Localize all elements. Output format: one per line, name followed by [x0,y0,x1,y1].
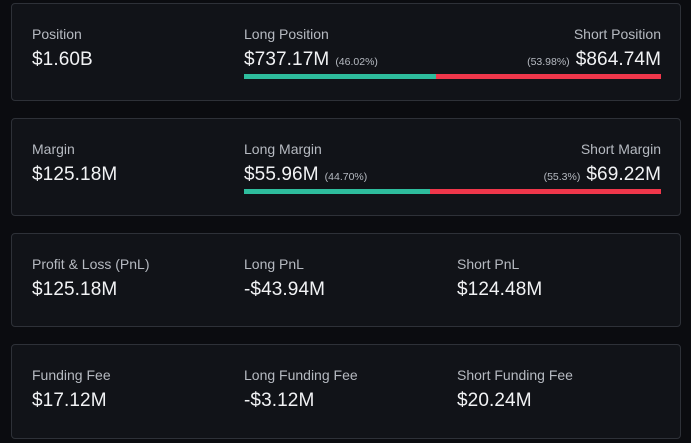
pnl-label: Profit & Loss (PnL) [32,256,150,272]
long-funding-value: -$3.12M [244,390,315,411]
position-card: Position $1.60B Long Position $737.17M (… [11,3,681,101]
short-margin-value: $69.22M [586,164,661,185]
long-margin-value: $55.96M [244,164,319,185]
short-position-value: $864.74M [575,49,661,70]
long-pnl-label: Long PnL [244,256,304,272]
long-position-value: $737.17M [244,49,330,70]
short-margin-row: (55.3%) $69.22M [544,164,661,186]
pnl-value: $125.18M [32,279,118,300]
long-position-row: $737.17M (46.02%) [244,49,378,71]
margin-long-fill [244,189,431,194]
pnl-card: Profit & Loss (PnL) $125.18M Long PnL -$… [11,233,681,327]
long-position-pct: (46.02%) [335,56,378,68]
long-margin-pct: (44.70%) [324,171,368,183]
margin-value: $125.18M [32,164,118,185]
funding-card: Funding Fee $17.12M Long Funding Fee -$3… [11,344,681,439]
position-long-fill [244,74,436,79]
long-funding-label: Long Funding Fee [244,367,358,383]
funding-label: Funding Fee [32,367,111,383]
short-position-pct: (53.98%) [527,56,570,68]
position-ratio-bar [244,74,661,79]
margin-label: Margin [32,141,75,157]
long-margin-row: $55.96M (44.70%) [244,164,367,186]
funding-value: $17.12M [32,390,107,411]
position-label: Position [32,26,82,42]
position-short-fill [435,74,661,79]
margin-short-fill [430,189,661,194]
position-value: $1.60B [32,49,93,70]
margin-card: Margin $125.18M Long Margin $55.96M (44.… [11,118,681,216]
short-funding-label: Short Funding Fee [457,367,573,383]
margin-ratio-bar [244,189,661,194]
long-position-label: Long Position [244,26,329,42]
long-pnl-value: -$43.94M [244,279,326,300]
short-position-label: Short Position [573,26,661,42]
short-pnl-label: Short PnL [457,256,520,272]
short-margin-pct: (55.3%) [543,171,581,183]
long-margin-label: Long Margin [244,141,322,157]
short-margin-label: Short Margin [580,141,661,157]
short-position-row: (53.98%) $864.74M [527,49,661,71]
short-pnl-value: $124.48M [457,279,543,300]
short-funding-value: $20.24M [457,390,532,411]
